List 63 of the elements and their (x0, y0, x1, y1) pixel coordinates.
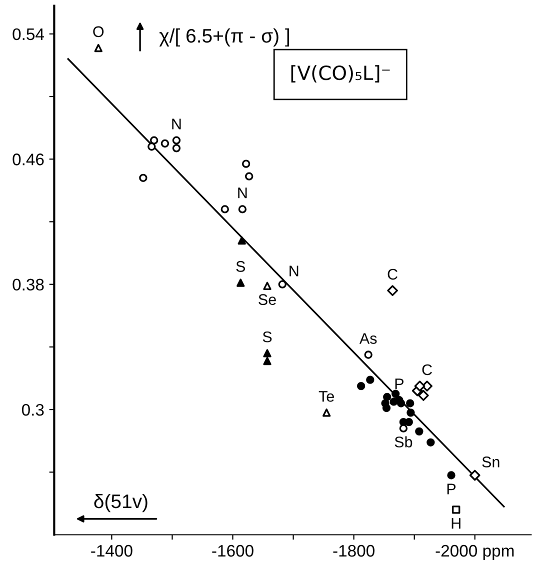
point (242, 160, 250, 168)
x-tick-label: -1400 (91, 544, 132, 557)
point (172, 144, 181, 152)
annotation: Se (258, 294, 276, 305)
point (406, 408, 415, 417)
point (399, 424, 408, 432)
annotation: N (290, 266, 298, 276)
point (172, 136, 181, 144)
annotation: P (447, 484, 456, 494)
point (278, 280, 286, 288)
point (139, 174, 148, 182)
x-axis-title: δ(51v) (94, 494, 148, 512)
annotation: N (238, 188, 247, 198)
y-axis-title: χ/[ 6.5+(π - σ) ] (159, 28, 289, 47)
point (415, 427, 424, 436)
annotation: Te (318, 391, 334, 402)
point (94, 44, 102, 52)
point (452, 506, 460, 514)
y-tick-label: 0.46 (12, 154, 44, 166)
x-tick-label: -2000 ppm (436, 544, 514, 560)
point (364, 350, 372, 359)
x-tick-label: -1800 (333, 544, 374, 557)
point (356, 382, 366, 390)
point (414, 380, 426, 392)
annotation: P (395, 378, 404, 390)
point (160, 139, 170, 148)
y-tick-label: 0.3 (22, 404, 44, 416)
point (150, 136, 158, 144)
point (263, 282, 272, 290)
y-tick-label: 0.38 (12, 278, 44, 291)
y-tick-label: 0.54 (12, 28, 44, 40)
point (263, 349, 272, 358)
point (418, 390, 429, 401)
point (238, 205, 247, 214)
point (447, 471, 456, 480)
point (366, 376, 374, 384)
annotation: S (236, 261, 246, 272)
annotation: C (422, 364, 432, 376)
point (263, 356, 272, 366)
point (426, 438, 435, 446)
point (469, 470, 480, 481)
annotation: Sn (482, 456, 500, 468)
point (236, 278, 245, 287)
point (220, 205, 229, 214)
point (322, 408, 331, 417)
point (396, 399, 406, 408)
x-tick-label: -1600 (212, 544, 254, 557)
point (382, 404, 391, 412)
point (245, 172, 254, 180)
annotation: As (359, 333, 377, 344)
point (406, 399, 414, 408)
annotation: H (452, 518, 460, 529)
annotation: C (388, 268, 398, 280)
annotation: Sb (394, 436, 412, 448)
point (148, 142, 156, 151)
annotation: S (262, 331, 272, 342)
point (391, 390, 400, 398)
point (383, 392, 392, 402)
point (238, 236, 246, 245)
annotation: N (172, 118, 181, 130)
point (387, 285, 398, 296)
annotation: O (93, 26, 104, 38)
text: [V(CO)₅L]⁻ (291, 65, 390, 82)
